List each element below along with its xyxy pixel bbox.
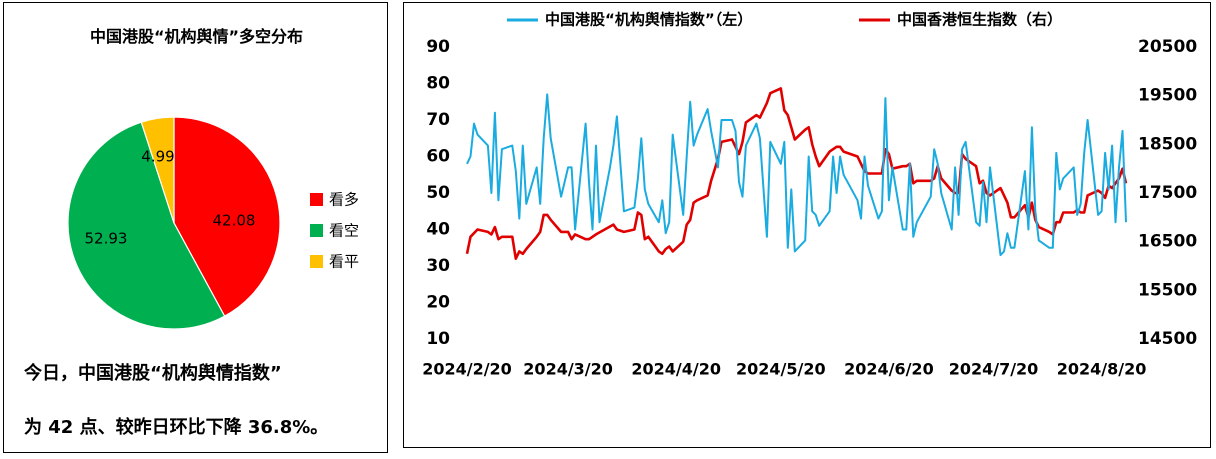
y-left-tick-label: 90: [426, 37, 450, 57]
pie-slice-3: [140, 116, 175, 224]
legend-swatch: [310, 224, 323, 237]
y-right-tick-label: 19500: [1138, 86, 1197, 106]
sentiment-pie-panel: 中国港股“机构舆情”多空分布 42.08 52.93 4.99 看多看空看平 今日，中…: [3, 2, 388, 453]
y-left-tick-label: 10: [426, 329, 450, 349]
x-tick-label: 2024/8/20: [1057, 360, 1147, 379]
y-left-tick-label: 40: [426, 220, 450, 240]
pie-data-label: 42.08: [213, 212, 256, 230]
sentiment-index-line: [466, 93, 1127, 257]
legend-label: 看空: [329, 222, 359, 240]
legend-label: 中国港股“机构舆情指数”（左）: [545, 11, 752, 29]
y-left-tick-label: 30: [426, 256, 450, 276]
legend-label: 中国香港恒生指数（右）: [897, 11, 1062, 29]
pie-data-label: 52.93: [85, 230, 128, 248]
x-tick-label: 2024/7/20: [949, 360, 1039, 379]
y-right-tick-label: 14500: [1138, 329, 1197, 349]
x-tick-label: 2024/2/20: [422, 360, 512, 379]
summary-line-1: 今日，中国港股“机构舆情指数”: [24, 363, 282, 384]
y-right-tick-label: 17500: [1138, 183, 1197, 203]
legend-label: 看多: [329, 191, 359, 209]
x-tick-label: 2024/4/20: [631, 360, 721, 379]
legend-label: 看平: [329, 253, 359, 271]
y-left-tick-label: 60: [426, 147, 450, 167]
x-tick-label: 2024/6/20: [844, 360, 934, 379]
legend-swatch: [310, 255, 323, 268]
pie-data-label: 4.99: [141, 148, 174, 166]
y-right-tick-label: 18500: [1138, 134, 1197, 154]
y-right-tick-label: 16500: [1138, 232, 1197, 252]
y-right-tick-label: 20500: [1138, 37, 1197, 57]
hang-seng-index-line: [465, 87, 1128, 260]
y-left-tick-label: 20: [426, 293, 450, 313]
line-chart-panel: 10 20 30 40 50 60 70 80 90 14500 15500 16500 17500 18…: [403, 2, 1211, 448]
line-chart: 10 20 30 40 50 60 70 80 90 14500 15500 16500 17500 18…: [422, 11, 1197, 379]
x-tick-label: 2024/5/20: [736, 360, 826, 379]
y-left-tick-label: 70: [426, 110, 450, 130]
pie-title: 中国港股“机构舆情”多空分布: [89, 27, 304, 46]
y-left-tick-label: 50: [426, 183, 450, 203]
summary-line-2: 为 42 点、较昨日环比下降 36.8%。: [24, 417, 329, 438]
x-tick-label: 2024/3/20: [523, 360, 613, 379]
pie-slice-1: [173, 116, 281, 317]
legend-swatch: [310, 193, 323, 206]
pie-slice-2: [67, 121, 226, 330]
y-left-tick-label: 80: [426, 74, 450, 94]
y-right-tick-label: 15500: [1138, 280, 1197, 300]
